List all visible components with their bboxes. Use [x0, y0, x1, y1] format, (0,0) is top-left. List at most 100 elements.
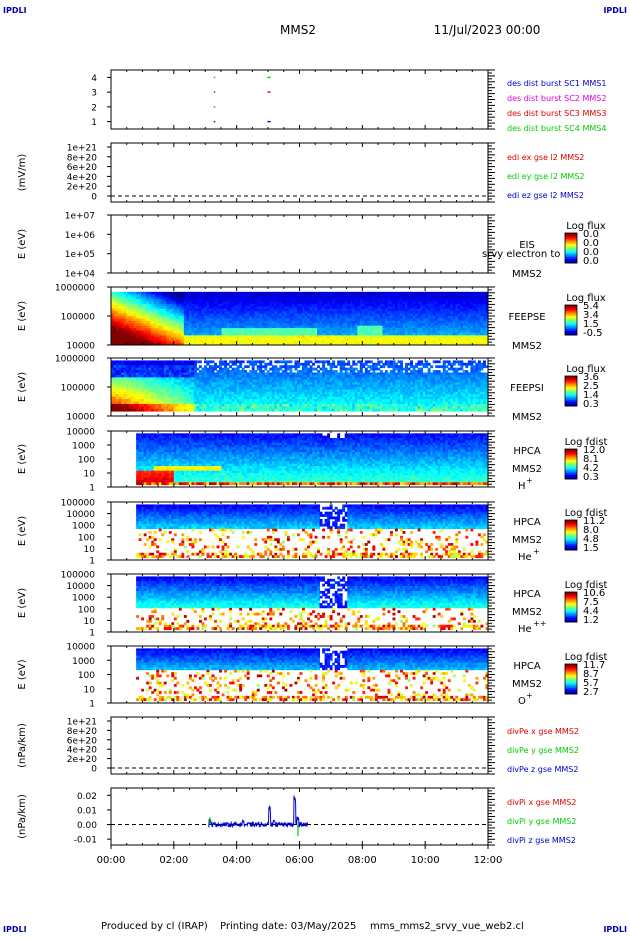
heatmap-cell [131, 326, 134, 329]
heatmap-cell [219, 394, 222, 397]
heatmap-cell [126, 335, 129, 338]
heatmap-cell [229, 318, 232, 321]
heatmap-cell [473, 314, 476, 317]
heatmap-cell [159, 309, 162, 312]
heatmap-cell [269, 294, 272, 297]
heatmap-cell [141, 360, 144, 363]
heatmap-cell [129, 389, 132, 392]
heatmap-cell [292, 326, 295, 329]
heatmap-cell [136, 333, 139, 336]
heatmap-cell [428, 340, 431, 343]
heatmap-cell [159, 304, 162, 307]
heatmap-cell [239, 377, 242, 380]
heatmap-cell [315, 338, 318, 341]
heatmap-cell [458, 309, 461, 312]
heatmap-cell [300, 304, 303, 307]
heatmap-cell [375, 314, 378, 317]
heatmap-cell [312, 302, 315, 305]
heatmap-cell [232, 409, 235, 412]
heatmap-cell [207, 399, 210, 402]
heatmap-cell [184, 370, 187, 373]
heatmap-cell [224, 328, 227, 331]
heatmap-cell [119, 306, 122, 309]
heatmap-cell [181, 389, 184, 392]
heatmap-cell [179, 335, 182, 338]
heatmap-cell [242, 304, 245, 307]
heatmap-cell [239, 370, 242, 373]
heatmap-cell [217, 318, 220, 321]
heatmap-cell [174, 326, 177, 329]
heatmap-cell [227, 380, 230, 383]
heatmap-cell [136, 306, 139, 309]
heatmap-cell [114, 335, 117, 338]
heatmap-cell [257, 311, 260, 314]
heatmap-cell [403, 297, 406, 300]
heatmap-cell [408, 333, 411, 336]
heatmap-cell [254, 375, 257, 378]
heatmap-cell [458, 328, 461, 331]
heatmap-cell [151, 389, 154, 392]
heatmap-cell [207, 292, 210, 295]
heatmap-cell [156, 297, 159, 300]
heatmap-cell [410, 331, 413, 334]
heatmap-cell [312, 306, 315, 309]
heatmap-cell [395, 299, 398, 302]
heatmap-cell [345, 328, 348, 331]
heatmap-cell [307, 338, 310, 341]
heatmap-cell [201, 328, 204, 331]
heatmap-cell [262, 326, 265, 329]
heatmap-cell [345, 297, 348, 300]
heatmap-cell [382, 302, 385, 305]
heatmap-cell [124, 385, 127, 388]
heatmap-cell [114, 333, 117, 336]
heatmap-cell [400, 311, 403, 314]
heatmap-cell [186, 404, 189, 407]
heatmap-cell [430, 294, 433, 297]
heatmap-cell [114, 368, 117, 371]
heatmap-cell [478, 340, 481, 343]
heatmap-cell [430, 311, 433, 314]
heatmap-cell [365, 335, 368, 338]
heatmap-cell [335, 318, 338, 321]
heatmap-cell [408, 316, 411, 319]
heatmap-cell [403, 318, 406, 321]
heatmap-cell [342, 340, 345, 343]
heatmap-cell [219, 302, 222, 305]
heatmap-cell [186, 326, 189, 329]
heatmap-cell [377, 326, 380, 329]
y-axis-label: (nPa/km) [17, 723, 28, 768]
heatmap-cell [171, 368, 174, 371]
heatmap-cell [435, 299, 438, 302]
heatmap-cell [179, 309, 182, 312]
heatmap-cell [279, 333, 282, 336]
heatmap-cell [335, 311, 338, 314]
heatmap-cell [322, 297, 325, 300]
heatmap-cell [169, 404, 172, 407]
heatmap-cell [186, 333, 189, 336]
heatmap-cell [279, 323, 282, 326]
heatmap-cell [212, 311, 215, 314]
heatmap-cell [169, 387, 172, 390]
heatmap-cell [244, 392, 247, 395]
heatmap-cell [355, 302, 358, 305]
heatmap-cell [387, 318, 390, 321]
heatmap-cell [151, 409, 154, 412]
heatmap-cell [212, 316, 215, 319]
heatmap-cell [315, 299, 318, 302]
heatmap-cell [345, 299, 348, 302]
heatmap-cell [154, 365, 157, 368]
heatmap-cell [438, 328, 441, 331]
heatmap-cell [181, 409, 184, 412]
heatmap-cell [322, 294, 325, 297]
heatmap-cell [237, 385, 240, 388]
heatmap-cell [161, 402, 164, 405]
heatmap-cell [171, 409, 174, 412]
heatmap-cell [370, 314, 373, 317]
heatmap-cell [191, 306, 194, 309]
heatmap-cell [347, 309, 350, 312]
heatmap-cell [201, 311, 204, 314]
heatmap-cell [274, 323, 277, 326]
heatmap-cell [463, 321, 466, 324]
heatmap-cell [392, 338, 395, 341]
heatmap-cell [146, 380, 149, 383]
